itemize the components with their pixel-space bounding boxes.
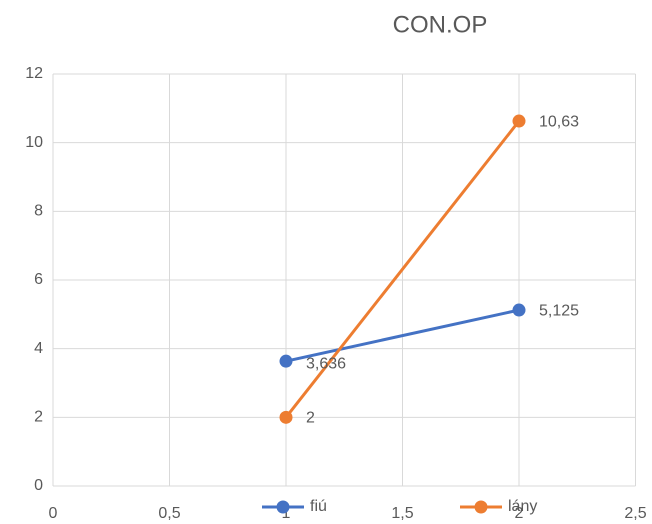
legend-marker [276,500,290,514]
x-tick-label: 2 [515,505,524,522]
x-tick-label: 1 [282,505,291,522]
x-tick-label: 2,5 [624,505,646,522]
y-tick-label: 12 [25,65,43,82]
y-tick-label: 8 [34,203,43,220]
y-tick-label: 6 [34,271,43,288]
data-label: 2 [306,410,315,427]
y-tick-label: 10 [25,134,43,151]
data-point [512,303,526,317]
y-tick-label: 0 [34,477,43,494]
y-tick-label: 2 [34,409,43,426]
x-tick-label: 1,5 [391,505,413,522]
data-label: 10,63 [539,113,579,130]
legend-label: lány [508,498,537,515]
data-label: 3,636 [306,355,346,372]
data-point [279,410,293,424]
series-line [284,120,521,419]
chart-title: CON.OP [393,11,488,38]
data-point [512,114,526,128]
data-point [279,354,293,368]
x-tick-label: 0,5 [158,505,180,522]
y-tick-label: 4 [34,340,43,357]
series-line [285,308,520,363]
data-label: 5,125 [539,302,579,319]
legend-label: fiú [310,498,327,515]
legend-marker [474,500,488,514]
x-tick-label: 0 [49,505,58,522]
